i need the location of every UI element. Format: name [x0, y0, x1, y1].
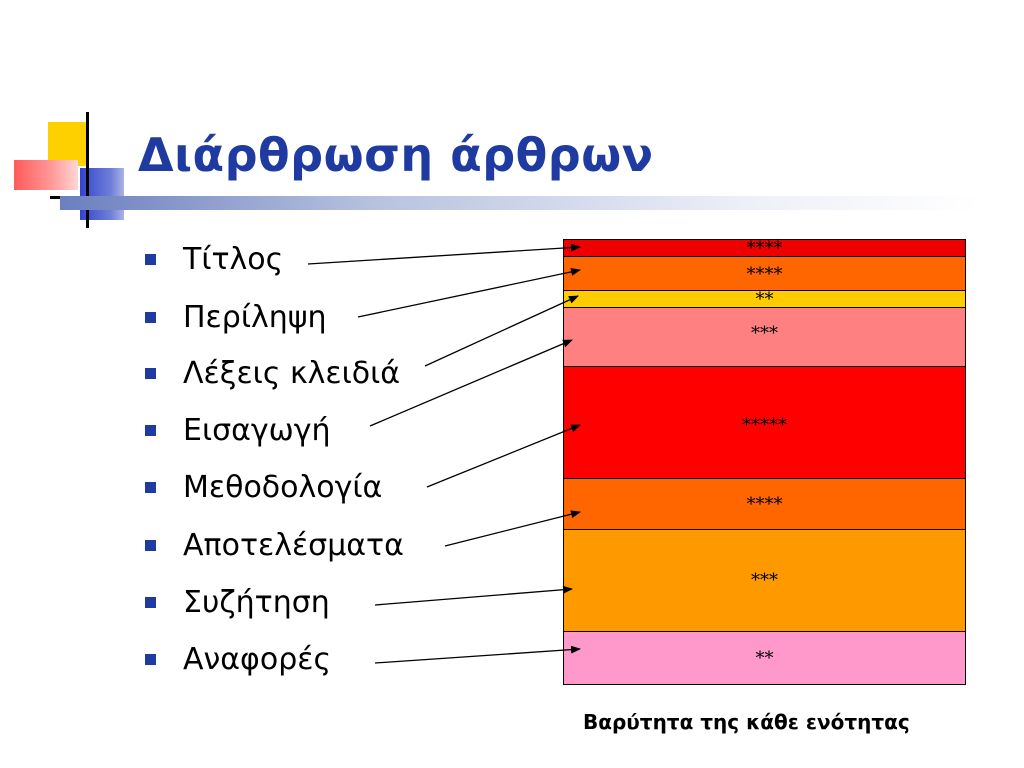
- weight-stars: ****: [746, 494, 783, 515]
- weight-segment: ****: [564, 238, 965, 259]
- bullet-item: Τίτλος: [145, 241, 283, 277]
- weight-stars: ***: [751, 323, 778, 344]
- square-bullet-icon: [145, 253, 156, 265]
- arrow-methodologia: [426, 424, 581, 488]
- weight-caption: Βαρύτητα της κάθε ενότητας: [583, 710, 910, 734]
- bullet-label: Αποτελέσματα: [183, 527, 404, 563]
- square-bullet-icon: [145, 539, 156, 551]
- square-bullet-icon: [145, 653, 156, 665]
- weight-stars: ****: [746, 264, 783, 285]
- square-bullet-icon: [145, 424, 156, 436]
- weight-segment: **: [564, 289, 965, 310]
- weight-stars: ****: [746, 238, 783, 259]
- square-bullet-icon: [145, 481, 156, 493]
- title-underline: [60, 196, 980, 210]
- weight-segment: ***: [564, 308, 965, 367]
- bullet-item: Αναφορές: [145, 641, 331, 677]
- bullet-label: Μεθοδολογία: [183, 469, 383, 505]
- bullet-label: Συζήτηση: [183, 584, 330, 620]
- decor-red-bar: [14, 160, 78, 190]
- arrow-anafores: [374, 645, 581, 664]
- bullet-label: Λέξεις κλειδιά: [183, 355, 401, 391]
- bullet-label: Εισαγωγή: [183, 412, 331, 448]
- arrow-lexeis-kleidia: [424, 295, 579, 367]
- bullet-item: Λέξεις κλειδιά: [145, 355, 400, 391]
- bullet-item: Αποτελέσματα: [145, 527, 404, 563]
- square-bullet-icon: [145, 367, 156, 379]
- weight-stars: ***: [751, 570, 778, 591]
- slide-title: Διάρθρωση άρθρων: [138, 128, 654, 182]
- decor-vertical-line: [86, 112, 89, 228]
- weight-stars: *****: [742, 415, 787, 436]
- arrow-apotelesmata: [444, 510, 581, 547]
- bullet-label: Περίληψη: [183, 299, 327, 335]
- weight-stars: **: [755, 648, 774, 669]
- square-bullet-icon: [145, 596, 156, 608]
- weight-segment: ***: [564, 530, 965, 632]
- arrow-eisagogi: [369, 339, 573, 427]
- weight-segment: **: [564, 632, 965, 684]
- arrow-perilipsi: [357, 267, 581, 318]
- bullet-label: Τίτλος: [183, 241, 284, 277]
- weight-segment: *****: [564, 367, 965, 479]
- bullet-item: Συζήτηση: [145, 584, 330, 620]
- bullet-item: Μεθοδολογία: [145, 469, 382, 505]
- bullet-item: Εισαγωγή: [145, 412, 331, 448]
- arrow-syzitisi: [374, 585, 573, 606]
- bullet-item: Περίληψη: [145, 299, 327, 335]
- bullet-label: Αναφορές: [183, 641, 332, 677]
- section-weight-stack: **** **** ** *** ***** **** *** **: [563, 239, 966, 685]
- arrow-titlos: [307, 243, 581, 265]
- weight-segment: ****: [564, 257, 965, 291]
- weight-stars: **: [755, 289, 774, 310]
- square-bullet-icon: [145, 311, 156, 323]
- decor-yellow-square: [48, 122, 88, 166]
- weight-segment: ****: [564, 479, 965, 530]
